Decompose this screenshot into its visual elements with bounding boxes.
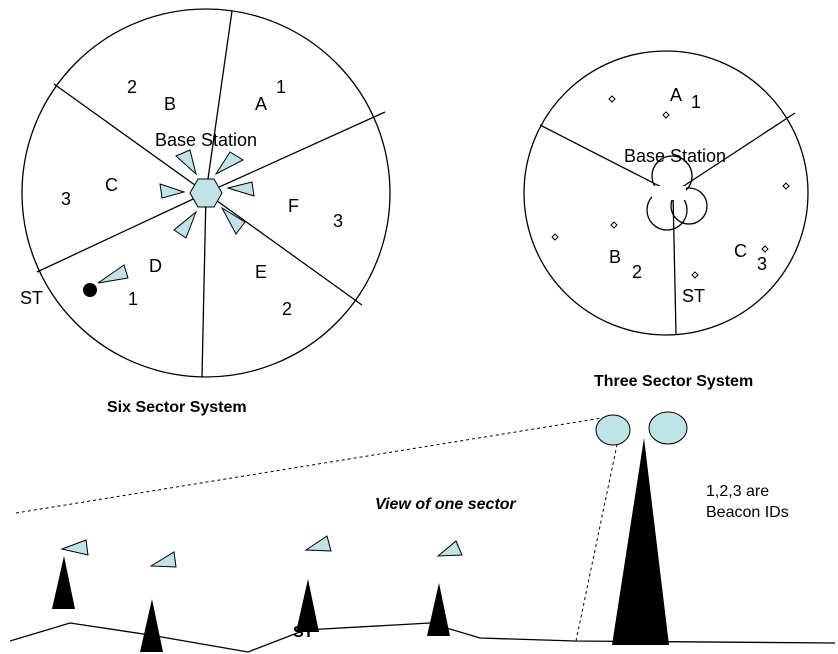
beam-edge-line xyxy=(575,439,619,642)
three-sector-caption: Three Sector System xyxy=(594,373,753,390)
side-view: View of one sector 1,2,3 are Beacon IDs xyxy=(9,411,836,653)
terminal-diamond-icon xyxy=(551,233,559,241)
bs-ground-caption: BS xyxy=(626,632,649,649)
beacon-id: 2 xyxy=(127,77,137,97)
subscriber-terminal-dot xyxy=(83,283,97,297)
six-sector-cell-boundary xyxy=(21,8,391,378)
beacon-id: 2 xyxy=(632,262,642,282)
six-sector-divider xyxy=(36,192,207,273)
st-ground-caption: ST xyxy=(293,624,314,641)
base-station-label: Base Station xyxy=(155,130,257,150)
sector-letter: A xyxy=(670,85,682,105)
six-sector-divider xyxy=(53,83,207,194)
six-sector-caption: Six Sector System xyxy=(107,399,247,416)
antenna-icon xyxy=(97,264,129,284)
base-station-core xyxy=(652,186,686,200)
antenna-icon xyxy=(214,151,245,176)
st-label: ST xyxy=(20,288,43,308)
st-tower xyxy=(296,579,319,632)
beacon-note-line1: 1,2,3 are xyxy=(706,483,769,500)
base-station-tower xyxy=(612,438,669,645)
beacon-id: 1 xyxy=(691,92,701,112)
six-sector-system: Base Station ST A 1 B 2 C 3 D 1 E 2 F 3 … xyxy=(20,8,391,416)
bs-antenna-icon xyxy=(648,411,688,445)
three-sector-divider xyxy=(672,192,677,335)
view-label: View of one sector xyxy=(375,496,517,513)
terminal-diamond-icon xyxy=(782,182,790,190)
antenna-icon xyxy=(226,181,255,197)
sector-letter: F xyxy=(288,196,299,216)
base-station-hexagon xyxy=(189,178,223,208)
beacon-id: 3 xyxy=(757,254,767,274)
beacon-id: 3 xyxy=(333,211,343,231)
beacon-id: 2 xyxy=(282,299,292,319)
sector-letter: D xyxy=(149,256,162,276)
beacon-note-line2: Beacon IDs xyxy=(706,504,789,521)
st-tower xyxy=(140,599,163,652)
terminal-diamond-icon xyxy=(608,95,616,103)
bs-antenna-icon xyxy=(595,414,631,446)
sector-letter: C xyxy=(734,241,747,261)
terminal-diamond-icon xyxy=(691,271,699,279)
st-antenna-icon xyxy=(149,551,177,568)
beacon-id: 3 xyxy=(61,189,71,209)
terminal-diamond-icon xyxy=(761,245,769,253)
terminal-diamond-icon xyxy=(662,111,670,119)
st-antenna-icon xyxy=(304,535,332,552)
sector-letter: A xyxy=(255,94,267,114)
three-sector-divider xyxy=(672,112,796,194)
st-antenna-icon xyxy=(436,540,463,557)
antenna-icon xyxy=(173,210,198,239)
ground-profile xyxy=(9,622,836,653)
three-sector-cell-boundary xyxy=(523,50,809,336)
st-label: ST xyxy=(682,286,705,306)
st-antenna-icon xyxy=(60,539,89,556)
sector-letter: E xyxy=(255,262,267,282)
three-sector-system: Base Station ST A 1 B 2 C 3 Three Sector… xyxy=(523,50,809,390)
six-sector-divider xyxy=(205,10,233,194)
st-tower xyxy=(52,556,75,609)
antenna-icon xyxy=(159,183,186,199)
six-sector-divider xyxy=(201,192,207,378)
beacon-id: 1 xyxy=(276,77,286,97)
three-sector-divider xyxy=(539,124,674,194)
beacon-id: 1 xyxy=(128,289,138,309)
st-tower xyxy=(427,583,450,636)
six-sector-divider xyxy=(205,111,386,194)
terminal-diamond-icon xyxy=(610,221,618,229)
beam-edge-line xyxy=(15,416,609,514)
antenna-icon xyxy=(220,206,246,235)
sector-letter: B xyxy=(164,94,176,114)
sector-letter: C xyxy=(105,175,118,195)
sector-letter: B xyxy=(609,247,621,267)
base-station-circle xyxy=(670,187,708,225)
antenna-icon xyxy=(175,149,197,176)
base-station-label: Base Station xyxy=(624,146,726,166)
six-sector-divider xyxy=(205,192,363,306)
